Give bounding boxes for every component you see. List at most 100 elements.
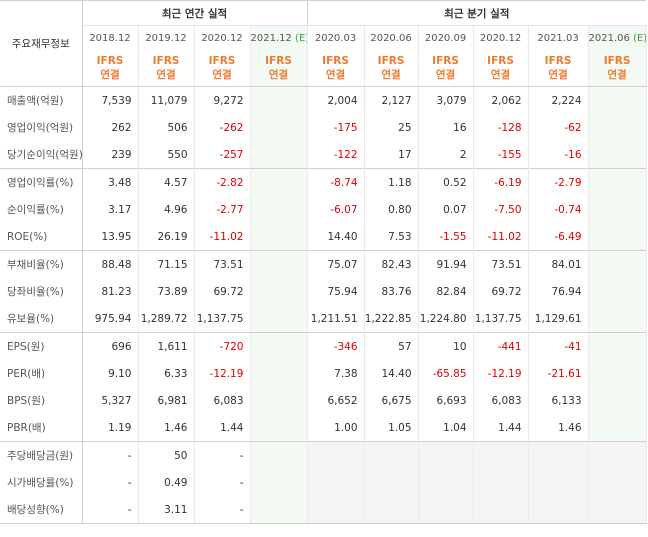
ifrs-badge: IFRS 연결 — [528, 50, 589, 87]
ifrs-badge: IFRS 연결 — [588, 50, 647, 87]
quarter-period-3: 2020.12 — [473, 25, 529, 50]
ifrs-label: IFRS — [603, 55, 631, 67]
table-cell: 4.57 — [138, 168, 195, 196]
table-cell: 6,981 — [138, 387, 195, 414]
table-cell: 1,137.75 — [194, 305, 251, 333]
table-cell — [418, 441, 474, 469]
table-cell: -2.77 — [194, 196, 251, 223]
table-row: BPS(원) 5,327 6,981 6,083 6,652 6,675 6,693 6,08… — [0, 387, 647, 414]
ifrs-label: IFRS — [432, 55, 459, 67]
table-cell: 9,272 — [194, 86, 251, 114]
table-cell: -7.50 — [473, 196, 529, 223]
table-cell: 1.00 — [306, 414, 365, 442]
table-cell: 1,289.72 — [138, 305, 195, 333]
table-cell — [250, 469, 308, 496]
quarter-period-0: 2020.03 — [306, 25, 365, 50]
table-cell: 2,127 — [364, 86, 419, 114]
financial-rows: 매출액(억원) 7,539 11,079 9,272 2,004 2,127 3,079 2,… — [0, 86, 647, 524]
ifrs-label: IFRS — [322, 55, 349, 67]
consolidated-label: 연결 — [100, 69, 120, 81]
table-cell: 81.23 — [82, 278, 139, 305]
ifrs-badge: IFRS 연결 — [306, 50, 365, 87]
table-row: PER(배) 9.10 6.33 -12.19 7.38 14.40 -65.85 -12.1… — [0, 360, 647, 387]
table-cell: 57 — [364, 332, 419, 360]
table-cell — [588, 441, 647, 469]
period-label: 2018.12 — [89, 32, 131, 44]
table-cell: -12.19 — [473, 360, 529, 387]
quarter-section-title: 최근 분기 실적 — [306, 0, 647, 26]
ifrs-badge: IFRS 연결 — [138, 50, 195, 87]
row-label: 매출액(억원) — [0, 86, 83, 114]
row-label: 부채비율(%) — [0, 250, 83, 278]
table-cell — [473, 469, 529, 496]
table-cell: -11.02 — [194, 223, 251, 251]
table-cell: 25 — [364, 114, 419, 141]
table-row: 당좌비율(%) 81.23 73.89 69.72 75.94 83.76 82.84 69.… — [0, 278, 647, 305]
table-cell: 3,079 — [418, 86, 474, 114]
table-cell: 73.51 — [194, 250, 251, 278]
table-cell: 7.38 — [306, 360, 365, 387]
table-cell: - — [194, 441, 251, 469]
table-row: 부채비율(%) 88.48 71.15 73.51 75.07 82.43 91.94 73.… — [0, 250, 647, 278]
table-cell — [250, 496, 308, 524]
table-cell: -257 — [194, 141, 251, 169]
table-cell: - — [194, 496, 251, 524]
table-cell — [473, 441, 529, 469]
row-label: 순이익률(%) — [0, 196, 83, 223]
table-cell: 239 — [82, 141, 139, 169]
consolidated-label: 연결 — [435, 69, 456, 81]
table-cell: -262 — [194, 114, 251, 141]
annual-period-0: 2018.12 — [82, 25, 139, 50]
ifrs-label: IFRS — [487, 55, 514, 67]
estimate-mark: (E) — [629, 32, 647, 44]
table-cell: 1.44 — [194, 414, 251, 442]
table-cell — [250, 86, 308, 114]
table-cell — [473, 496, 529, 524]
consolidated-label: 연결 — [268, 69, 289, 81]
table-cell: 82.43 — [364, 250, 419, 278]
row-label: BPS(원) — [0, 387, 83, 414]
table-cell: -2.82 — [194, 168, 251, 196]
table-cell: - — [82, 496, 139, 524]
period-label: 2020.03 — [314, 32, 357, 44]
consolidated-label: 연결 — [381, 69, 401, 81]
table-cell: 550 — [138, 141, 195, 169]
table-cell: 73.89 — [138, 278, 195, 305]
ifrs-badge: IFRS 연결 — [473, 50, 529, 87]
table-cell: 3.48 — [82, 168, 139, 196]
table-cell: -2.79 — [528, 168, 589, 196]
table-row: ROE(%) 13.95 26.19 -11.02 14.40 7.53 -1.55 -11.… — [0, 223, 647, 251]
table-cell — [588, 469, 647, 496]
table-cell — [588, 360, 647, 387]
table-cell: 7.53 — [364, 223, 419, 251]
table-cell: -0.74 — [528, 196, 589, 223]
row-label: 유보율(%) — [0, 305, 83, 333]
table-cell: 0.80 — [364, 196, 419, 223]
table-cell: 1.19 — [82, 414, 139, 442]
table-cell: - — [82, 441, 139, 469]
table-cell: -12.19 — [194, 360, 251, 387]
table-cell: -62 — [528, 114, 589, 141]
table-cell: 75.94 — [306, 278, 365, 305]
table-cell — [528, 469, 589, 496]
table-cell: 73.51 — [473, 250, 529, 278]
table-cell: 82.84 — [418, 278, 474, 305]
period-label: 2021.06 — [588, 32, 630, 44]
ifrs-badge: IFRS 연결 — [250, 50, 308, 87]
table-cell: 1,222.85 — [364, 305, 419, 333]
table-cell: 1,224.80 — [418, 305, 474, 333]
table-cell: 1,129.61 — [528, 305, 589, 333]
table-cell: 16 — [418, 114, 474, 141]
table-cell: 6,133 — [528, 387, 589, 414]
table-cell: 4.96 — [138, 196, 195, 223]
period-label: 2020.09 — [424, 32, 467, 44]
ifrs-label: IFRS — [208, 55, 236, 67]
table-cell: 262 — [82, 114, 139, 141]
row-label: 영업이익률(%) — [0, 168, 83, 196]
period-label: 2020.12 — [479, 32, 522, 44]
consolidated-label: 연결 — [156, 69, 176, 81]
ifrs-badge: IFRS 연결 — [418, 50, 474, 87]
table-cell: 6,083 — [194, 387, 251, 414]
table-cell: 5,327 — [82, 387, 139, 414]
table-cell: 14.40 — [306, 223, 365, 251]
